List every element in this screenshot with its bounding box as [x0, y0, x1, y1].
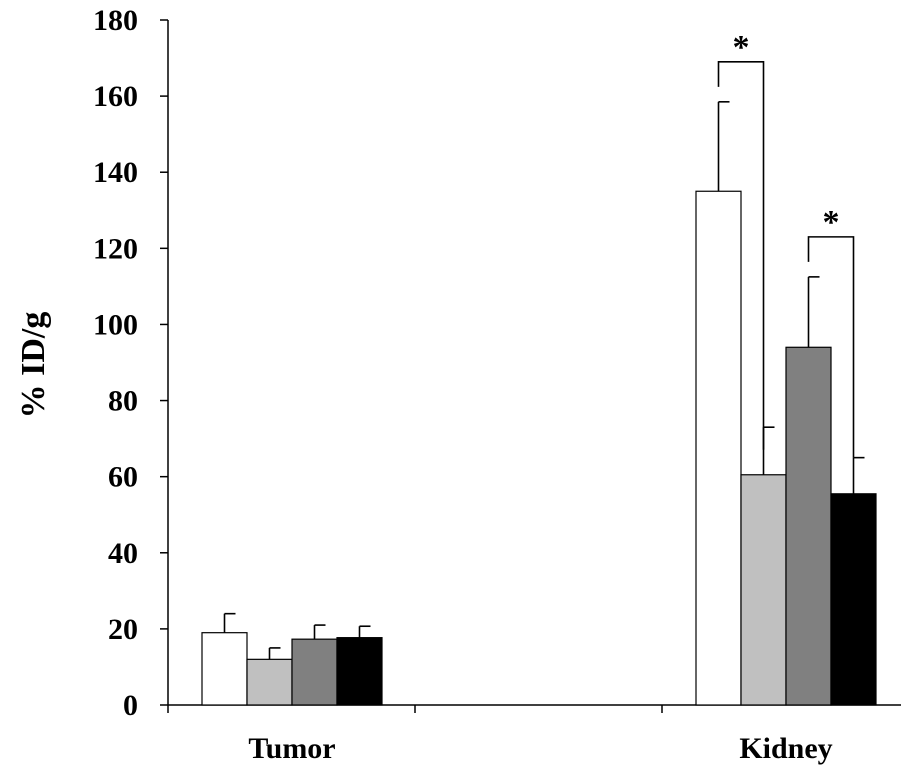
- bar: [201, 632, 248, 706]
- significance-bracket: [717, 61, 765, 450]
- y-tick-label: 180: [93, 4, 138, 37]
- x-category-label: Kidney: [739, 732, 832, 765]
- y-tick-label: 0: [123, 689, 138, 722]
- y-tick-label: 160: [93, 80, 138, 113]
- bar: [830, 493, 877, 706]
- y-tick-label: 80: [108, 385, 138, 418]
- bar: [291, 638, 338, 706]
- bar: [740, 474, 787, 706]
- significance-label: *: [823, 204, 840, 241]
- significance-bracket: [807, 236, 855, 458]
- plot-area: 0 20 40 60 80 100 120 140 160 180 Tumor Kidney * *: [93, 4, 901, 765]
- bar: [336, 637, 383, 706]
- y-axis-label: % ID/g: [15, 312, 52, 419]
- y-tick-label: 100: [93, 308, 138, 341]
- bar: [246, 658, 293, 706]
- y-tick-label: 60: [108, 461, 138, 494]
- x-category-label: Tumor: [248, 732, 335, 765]
- y-tick-label: 40: [108, 537, 138, 570]
- bar: [785, 346, 832, 706]
- y-tick-label: 140: [93, 156, 138, 189]
- y-tick-label: 20: [108, 613, 138, 646]
- bar: [695, 190, 742, 706]
- y-tick-label: 120: [93, 232, 138, 265]
- significance-label: *: [733, 29, 750, 66]
